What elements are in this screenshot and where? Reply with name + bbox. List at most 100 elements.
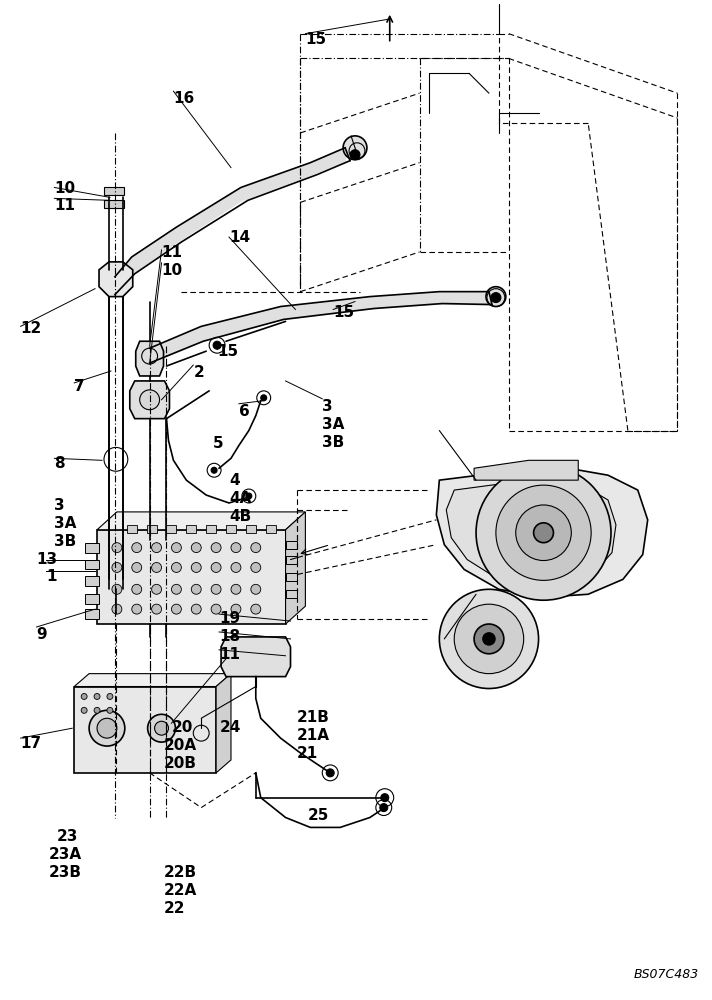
Bar [85, 576, 99, 586]
Text: 11: 11 [219, 647, 240, 662]
Text: 21: 21 [296, 746, 318, 761]
Text: 10: 10 [162, 263, 183, 278]
Polygon shape [286, 512, 305, 624]
Circle shape [172, 584, 182, 594]
Circle shape [211, 563, 221, 572]
Bar [246, 525, 256, 533]
Text: 12: 12 [21, 321, 42, 336]
Circle shape [343, 136, 367, 160]
Circle shape [454, 604, 524, 674]
Bar [187, 525, 197, 533]
Circle shape [251, 563, 261, 572]
Text: 23A: 23A [48, 847, 82, 862]
Circle shape [152, 563, 162, 572]
Circle shape [192, 563, 201, 572]
Circle shape [112, 604, 122, 614]
Circle shape [132, 563, 142, 572]
Circle shape [211, 604, 221, 614]
Polygon shape [99, 262, 132, 297]
Text: 1: 1 [46, 569, 57, 584]
Bar [104, 200, 124, 208]
Text: 19: 19 [219, 611, 240, 626]
Circle shape [231, 543, 241, 553]
Text: 16: 16 [174, 91, 194, 106]
Text: 20: 20 [172, 720, 193, 735]
Circle shape [112, 563, 122, 572]
Bar [206, 525, 216, 533]
Circle shape [533, 523, 553, 543]
Circle shape [112, 584, 122, 594]
Circle shape [89, 710, 125, 746]
Bar [167, 525, 177, 533]
Circle shape [515, 505, 571, 561]
Circle shape [152, 604, 162, 614]
Text: 15: 15 [305, 32, 327, 47]
Text: 8: 8 [54, 456, 65, 471]
Text: 4: 4 [229, 473, 240, 488]
Circle shape [483, 633, 495, 645]
Text: BS07C483: BS07C483 [634, 968, 699, 981]
Polygon shape [474, 460, 578, 480]
Circle shape [491, 293, 501, 303]
Bar [85, 609, 99, 619]
Circle shape [112, 543, 122, 553]
Bar [226, 525, 236, 533]
Polygon shape [136, 341, 164, 376]
Text: 23B: 23B [48, 865, 81, 880]
Text: 3: 3 [323, 399, 333, 414]
Circle shape [192, 543, 201, 553]
Text: 3B: 3B [54, 534, 77, 549]
Polygon shape [74, 674, 231, 687]
Circle shape [81, 693, 87, 699]
Circle shape [261, 395, 267, 401]
Circle shape [132, 584, 142, 594]
Circle shape [251, 584, 261, 594]
Polygon shape [216, 674, 231, 773]
Text: 11: 11 [54, 198, 75, 213]
Text: 3: 3 [54, 498, 65, 513]
Circle shape [172, 563, 182, 572]
Bar [97, 530, 286, 624]
Text: 20B: 20B [164, 756, 197, 771]
Text: 3A: 3A [54, 516, 77, 531]
Bar [85, 543, 99, 553]
Text: 11: 11 [162, 245, 182, 260]
Text: 21B: 21B [296, 710, 330, 725]
Circle shape [140, 390, 159, 410]
Circle shape [152, 543, 162, 553]
Circle shape [142, 348, 157, 364]
Circle shape [486, 287, 506, 307]
Circle shape [147, 714, 175, 742]
Circle shape [94, 693, 100, 699]
Circle shape [211, 543, 221, 553]
Circle shape [107, 707, 113, 713]
Text: 18: 18 [219, 629, 240, 644]
Circle shape [474, 624, 504, 654]
Text: 23: 23 [56, 829, 78, 844]
Text: 22: 22 [164, 901, 185, 916]
Circle shape [192, 584, 201, 594]
Circle shape [476, 465, 611, 600]
Circle shape [326, 769, 334, 777]
Circle shape [251, 604, 261, 614]
Bar [74, 687, 216, 773]
Polygon shape [221, 637, 290, 677]
Circle shape [251, 543, 261, 553]
Text: 22B: 22B [164, 865, 197, 880]
Text: 24: 24 [220, 720, 241, 735]
Bar [286, 573, 298, 581]
Circle shape [155, 721, 169, 735]
Polygon shape [97, 512, 305, 530]
Circle shape [231, 604, 241, 614]
Bar [266, 525, 276, 533]
Circle shape [211, 584, 221, 594]
Bar [286, 541, 298, 549]
Circle shape [152, 584, 162, 594]
Circle shape [107, 693, 113, 699]
Text: 25: 25 [308, 808, 329, 823]
Bar [286, 590, 298, 598]
Text: 2: 2 [193, 365, 204, 380]
Text: 9: 9 [36, 627, 47, 642]
Text: 6: 6 [239, 404, 250, 419]
Text: 15: 15 [217, 344, 239, 359]
